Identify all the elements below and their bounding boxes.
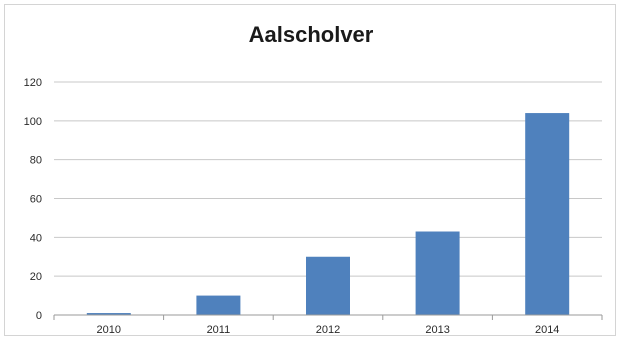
- y-tick-label: 100: [24, 116, 42, 128]
- bars: [86, 113, 570, 315]
- y-tick-label: 0: [36, 310, 42, 322]
- bar-2011: [196, 295, 241, 315]
- y-tick-label: 40: [30, 232, 42, 244]
- chart-title: Aalscholver: [249, 22, 374, 47]
- x-tick-label: 2011: [207, 324, 231, 336]
- y-tick-label: 60: [30, 194, 42, 206]
- gridlines: [54, 81, 602, 277]
- y-tick-label: 120: [24, 77, 42, 89]
- x-tick-label: 2014: [535, 324, 559, 336]
- y-axis-ticks: 0 20 40 60 80 100 120: [24, 77, 42, 322]
- bar-2013: [415, 231, 460, 315]
- y-tick-label: 80: [30, 155, 42, 167]
- bar-2012: [306, 256, 350, 315]
- x-tick-label: 2013: [425, 324, 449, 336]
- x-axis-ticks: 2010 2011 2012 2013 2014: [53, 315, 603, 336]
- bar-2014: [525, 113, 570, 315]
- x-tick-label: 2010: [97, 324, 121, 336]
- y-tick-label: 20: [30, 271, 42, 283]
- bar-2010: [86, 313, 131, 315]
- x-tick-label: 2012: [316, 324, 340, 336]
